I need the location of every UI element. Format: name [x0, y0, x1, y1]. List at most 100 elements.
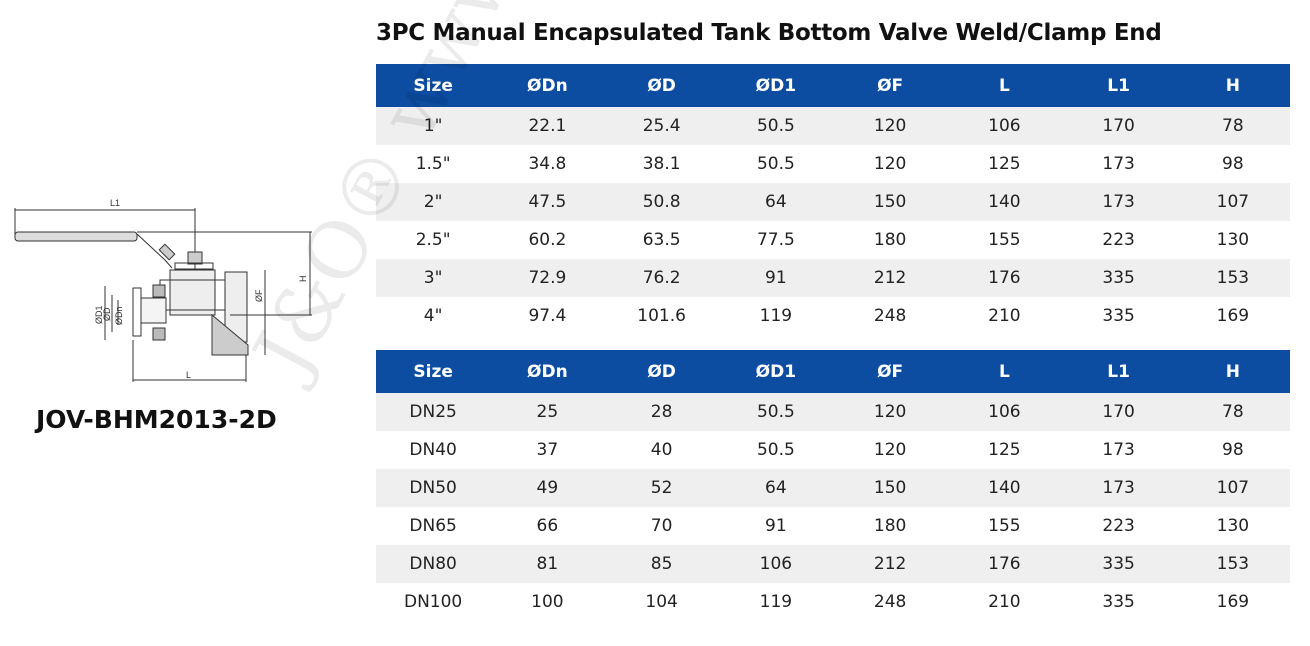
- table-cell: 130: [1216, 230, 1250, 250]
- label-d1: ØD1: [94, 305, 104, 324]
- table-cell: 335: [1061, 545, 1176, 583]
- table-cell: 1.5": [415, 154, 451, 174]
- table-cell: 78: [1175, 107, 1290, 145]
- table-cell: 223: [1102, 516, 1135, 536]
- table-cell: 91: [718, 259, 833, 297]
- table-cell: 85: [604, 545, 719, 583]
- table-cell: 28: [604, 393, 719, 431]
- table-cell: 335: [1061, 259, 1176, 297]
- table-cell: 173: [1102, 440, 1135, 460]
- table-cell: 130: [1216, 516, 1250, 536]
- table-cell: 98: [1222, 154, 1244, 174]
- table-cell: 63.5: [642, 230, 681, 250]
- table-cell: 248: [873, 592, 907, 612]
- table-cell: 120: [873, 154, 907, 174]
- column-header: ØDn: [490, 350, 605, 393]
- table-cell: 3": [376, 259, 491, 297]
- table-row: 4" 97.4 101.6 119 248 210 335 169: [376, 297, 1290, 335]
- column-header: ØDn: [490, 64, 605, 107]
- table-cell: 104: [645, 592, 678, 612]
- table-cell: 180: [873, 516, 907, 536]
- table-cell: 140: [947, 469, 1062, 507]
- table-cell: 212: [833, 259, 948, 297]
- table-cell: 150: [833, 183, 948, 221]
- table-row: 3" 72.9 76.2 91 212 176 335 153: [376, 259, 1290, 297]
- table-cell: DN80: [376, 545, 491, 583]
- spec-table-inch: Size ØDn ØD ØD1 ØF L L1 H 1" 22.1 25.4 50.5 120 106 1…: [376, 64, 1290, 335]
- label-f: ØF: [254, 289, 264, 302]
- table-row: 2.5" 60.2 63.5 77.5 180 155 223 130: [376, 221, 1290, 259]
- column-header: L: [947, 350, 1062, 393]
- table-cell: 70: [650, 516, 673, 536]
- table-cell: 169: [1216, 306, 1250, 326]
- table-cell: 210: [988, 592, 1021, 612]
- label-h: H: [298, 276, 308, 283]
- table-cell: 125: [988, 440, 1021, 460]
- table-cell: 81: [490, 545, 605, 583]
- table-cell: 106: [718, 545, 833, 583]
- table-cell: 98: [1222, 440, 1244, 460]
- table-cell: 155: [988, 516, 1021, 536]
- table-cell: 335: [1102, 306, 1135, 326]
- spec-table-dn: Size ØDn ØD ØD1 ØF L L1 H DN25 25 28 50.5 120 106 170…: [376, 350, 1290, 621]
- table-cell: 49: [490, 469, 605, 507]
- label-l1: L1: [110, 198, 120, 208]
- table-row: DN65 66 70 91 180 155 223 130: [376, 507, 1290, 545]
- table-cell: 212: [833, 545, 948, 583]
- label-l: L: [186, 370, 191, 380]
- table-cell: 34.8: [528, 154, 567, 174]
- label-d: ØD: [102, 307, 112, 321]
- column-header: ØD: [604, 350, 719, 393]
- table-cell: DN40: [409, 440, 457, 460]
- model-number: JOV-BHM2013-2D: [36, 405, 277, 434]
- table-cell: 150: [833, 469, 948, 507]
- table-cell: 140: [947, 183, 1062, 221]
- column-header: ØD1: [718, 64, 833, 107]
- table-cell: 22.1: [490, 107, 605, 145]
- column-header: Size: [376, 350, 491, 393]
- table-row: DN80 81 85 106 212 176 335 153: [376, 545, 1290, 583]
- table-row: DN40 37 40 50.5 120 125 173 98: [376, 431, 1290, 469]
- table-cell: 76.2: [604, 259, 719, 297]
- table-cell: 64: [718, 469, 833, 507]
- table-cell: 50.8: [604, 183, 719, 221]
- column-header: ØF: [833, 350, 948, 393]
- table-cell: 170: [1061, 107, 1176, 145]
- table-cell: 37: [536, 440, 559, 460]
- table-cell: 78: [1175, 393, 1290, 431]
- table-cell: 52: [604, 469, 719, 507]
- table-cell: 25.4: [604, 107, 719, 145]
- column-header: L1: [1061, 350, 1176, 393]
- table-cell: 107: [1175, 469, 1290, 507]
- table-cell: DN65: [409, 516, 457, 536]
- table-cell: 169: [1216, 592, 1250, 612]
- column-header: Size: [376, 64, 491, 107]
- table-cell: 77.5: [756, 230, 795, 250]
- table-cell: 176: [947, 259, 1062, 297]
- table-row: 2" 47.5 50.8 64 150 140 173 107: [376, 183, 1290, 221]
- table-cell: 210: [988, 306, 1021, 326]
- table-row: 1" 22.1 25.4 50.5 120 106 170 78: [376, 107, 1290, 145]
- column-header: ØD: [604, 64, 719, 107]
- table-cell: 153: [1175, 545, 1290, 583]
- table-cell: 50.5: [718, 393, 833, 431]
- table-cell: 4": [423, 306, 443, 326]
- table-cell: 120: [873, 440, 907, 460]
- table-cell: 50.5: [756, 154, 795, 174]
- table-cell: 120: [833, 393, 948, 431]
- table-cell: 173: [1102, 154, 1135, 174]
- table-row: 1.5" 34.8 38.1 50.5 120 125 173 98: [376, 145, 1290, 183]
- table-cell: 50.5: [756, 440, 795, 460]
- page-title: 3PC Manual Encapsulated Tank Bottom Valv…: [376, 20, 1162, 46]
- table-cell: 72.9: [490, 259, 605, 297]
- table-header: Size ØDn ØD ØD1 ØF L L1 H: [376, 64, 1290, 107]
- table-cell: 1": [376, 107, 491, 145]
- table-cell: 223: [1102, 230, 1135, 250]
- column-header: L: [947, 64, 1062, 107]
- table-cell: 25: [490, 393, 605, 431]
- table-cell: 66: [536, 516, 559, 536]
- table-header: Size ØDn ØD ØD1 ØF L L1 H: [376, 350, 1290, 393]
- table-cell: 125: [988, 154, 1021, 174]
- table-cell: 38.1: [642, 154, 681, 174]
- table-cell: 2": [376, 183, 491, 221]
